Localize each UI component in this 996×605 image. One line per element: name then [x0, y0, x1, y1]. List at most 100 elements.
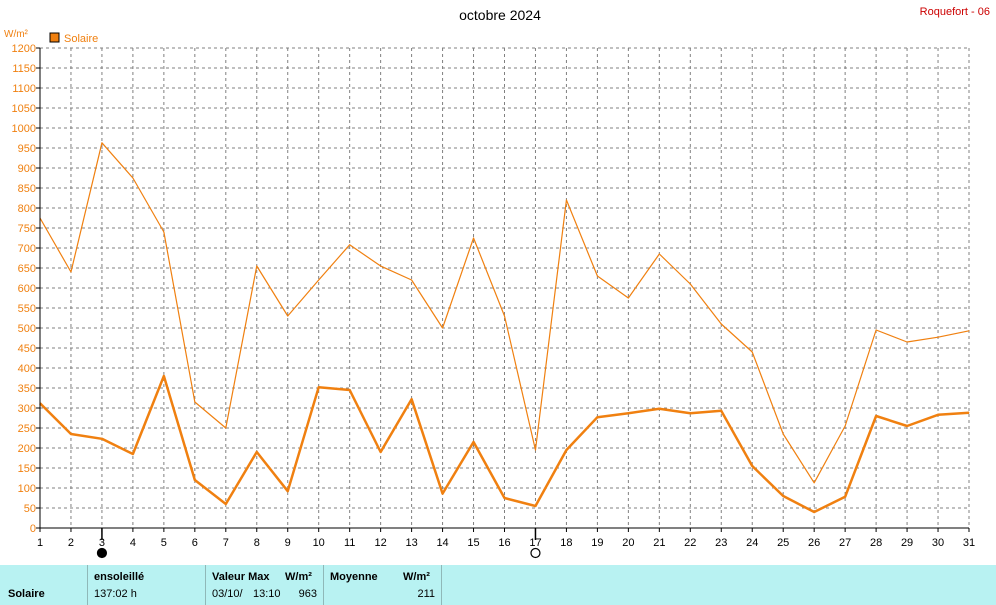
x-tick-label: 28	[870, 537, 882, 549]
footer-sunshine-cell: ensoleillé 137:02 h	[88, 565, 206, 605]
data-point-mean	[473, 441, 475, 443]
y-tick-label: 800	[18, 203, 36, 215]
y-tick-label: 850	[18, 183, 36, 195]
footer-mean-cell: Moyenne W/m² 211	[324, 565, 442, 605]
data-point-mean	[627, 412, 629, 414]
y-tick-label: 100	[18, 483, 36, 495]
y-tick-label: 250	[18, 423, 36, 435]
x-tick-label: 15	[467, 537, 479, 549]
y-tick-label: 50	[24, 503, 36, 515]
y-tick-label: 150	[18, 463, 36, 475]
y-tick-label: 600	[18, 283, 36, 295]
data-point-max	[504, 315, 505, 317]
y-tick-label: 350	[18, 383, 36, 395]
max-unit: W/m²	[285, 571, 312, 583]
data-point-max	[534, 449, 536, 451]
max-date: 03/10/	[212, 588, 243, 600]
x-tick-label: 29	[901, 537, 913, 549]
data-point-mean	[937, 414, 939, 416]
data-point-max	[349, 244, 351, 246]
data-point-mean	[194, 479, 196, 481]
footer-row-label: Solaire	[8, 588, 45, 600]
x-tick-label: 17	[529, 537, 541, 549]
x-tick-label: 14	[436, 537, 448, 549]
data-point-max	[596, 275, 598, 277]
chart-title: octobre 2024	[459, 7, 541, 23]
x-tick-label: 31	[963, 537, 975, 549]
new-moon-icon	[96, 547, 108, 559]
sunshine-value: 137:02 h	[94, 588, 137, 600]
x-axis-ticks: 1 2 3 4 5 6 7 8 9 10 11 12 13 14 15 16 17 18 19 20 21 22 23 24 2…	[37, 528, 975, 549]
data-point-mean	[689, 412, 691, 414]
data-point-max	[627, 297, 629, 299]
y-tick-label: 450	[18, 343, 36, 355]
data-point-max	[132, 177, 134, 179]
data-point-max	[70, 271, 72, 273]
y-tick-label: 1150	[12, 63, 36, 75]
x-tick-label: 23	[715, 537, 727, 549]
data-point-max	[380, 265, 382, 267]
data-point-max	[287, 315, 289, 317]
data-point-mean	[349, 389, 351, 391]
summary-footer: Solaire ensoleillé 137:02 h Valeur Max W…	[0, 565, 996, 605]
x-tick-label: 2	[68, 537, 74, 549]
y-tick-label: 400	[18, 363, 36, 375]
data-point-mean	[906, 425, 908, 427]
data-point-max	[875, 329, 877, 331]
x-tick-label: 20	[622, 537, 634, 549]
data-point-max	[256, 265, 258, 267]
data-point-mean	[163, 375, 165, 377]
mean-value: 211	[417, 588, 435, 600]
x-tick-label: 16	[498, 537, 510, 549]
full-moon-icon	[530, 547, 541, 559]
x-tick-label: 19	[591, 537, 603, 549]
y-axis-ticks: 0 50 100 150 200 250 300 350 400 450 500 550 600 650 7…	[12, 43, 40, 535]
x-tick-label: 4	[130, 537, 136, 549]
x-tick-label: 27	[839, 537, 851, 549]
x-tick-label: 26	[808, 537, 820, 549]
x-tick-label: 21	[653, 537, 665, 549]
x-tick-label: 10	[313, 537, 325, 549]
moon-phase-markers	[96, 528, 541, 559]
max-header: Valeur Max	[212, 571, 270, 583]
data-point-max	[782, 433, 784, 435]
footer-label-cell: Solaire	[0, 565, 88, 605]
data-point-max	[473, 237, 475, 239]
legend-label: Solaire	[64, 33, 98, 45]
data-point-max	[937, 336, 939, 338]
x-tick-label: 6	[192, 537, 198, 549]
y-axis-unit: W/m²	[4, 29, 29, 40]
x-tick-label: 7	[223, 537, 229, 549]
data-point-mean	[504, 497, 505, 499]
data-point-mean	[132, 453, 134, 455]
data-point-mean	[844, 496, 846, 498]
y-tick-label: 200	[18, 443, 36, 455]
sunshine-header: ensoleillé	[94, 571, 145, 583]
data-point-max	[163, 231, 165, 233]
data-point-max	[844, 425, 846, 427]
y-tick-label: 950	[18, 143, 36, 155]
x-tick-label: 13	[405, 537, 417, 549]
data-point-mean	[70, 433, 72, 435]
x-tick-label: 25	[777, 537, 789, 549]
data-point-max	[442, 327, 444, 329]
x-tick-label: 3	[99, 537, 105, 549]
data-point-mean	[534, 505, 536, 507]
data-point-mean	[411, 398, 413, 400]
x-tick-label: 11	[344, 537, 355, 549]
data-point-max	[101, 142, 103, 144]
y-tick-label: 650	[18, 263, 36, 275]
data-point-max	[751, 351, 753, 353]
data-point-mean	[813, 511, 815, 513]
y-tick-label: 550	[18, 303, 36, 315]
data-point-mean	[875, 415, 877, 417]
y-tick-label: 500	[18, 323, 36, 335]
data-point-max	[225, 427, 227, 429]
data-point-mean	[658, 408, 660, 410]
data-point-mean	[782, 495, 784, 497]
data-point-mean	[380, 451, 382, 453]
data-point-max	[720, 323, 722, 325]
station-name: Roquefort - 06	[920, 6, 990, 18]
y-tick-label: 1050	[12, 103, 36, 115]
y-tick-label: 900	[18, 163, 36, 175]
